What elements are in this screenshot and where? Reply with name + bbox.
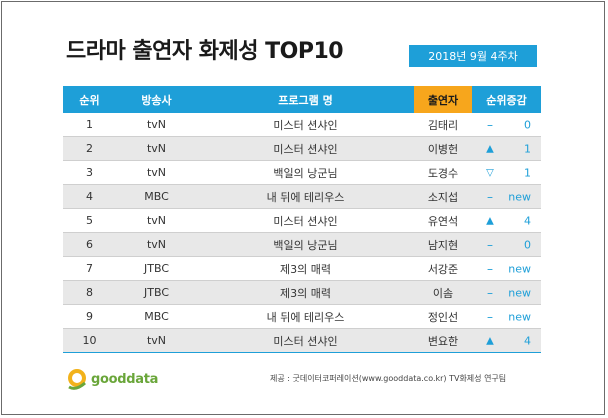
program-cell: 미스터 션샤인 bbox=[197, 208, 414, 233]
change-value: 0 bbox=[524, 238, 531, 251]
change-cell: – new bbox=[472, 280, 541, 305]
change-cell: ▲ 4 bbox=[472, 328, 541, 353]
rank-cell: 7 bbox=[63, 256, 116, 281]
actor-cell: 변요한 bbox=[414, 328, 472, 353]
table-row: 1 tvN 미스터 션샤인 김태리 –0 bbox=[63, 113, 541, 137]
channel-cell: JTBC bbox=[116, 280, 197, 305]
header-change: 순위증감 bbox=[472, 86, 541, 113]
table-row: 8 JTBC 제3의 매력 이솜 – new bbox=[63, 280, 541, 305]
actor-cell: 이솜 bbox=[414, 280, 472, 305]
change-value: new bbox=[508, 310, 531, 323]
channel-cell: MBC bbox=[116, 304, 197, 329]
change-value: 0 bbox=[524, 118, 531, 131]
channel-cell: tvN bbox=[116, 232, 197, 257]
channel-cell: tvN bbox=[116, 328, 197, 353]
change-mark: – bbox=[487, 309, 493, 324]
actor-cell: 소지섭 bbox=[414, 184, 472, 209]
program-cell: 내 뒤에 테리우스 bbox=[197, 304, 414, 329]
rank-cell: 8 bbox=[63, 280, 116, 305]
table-row: 10 tvN 미스터 션샤인 변요한 ▲ 4 bbox=[63, 328, 541, 353]
change-cell: –0 bbox=[472, 113, 541, 137]
channel-cell: MBC bbox=[116, 184, 197, 209]
change-value: new bbox=[508, 262, 531, 275]
actor-cell: 유연석 bbox=[414, 208, 472, 233]
header-rank: 순위 bbox=[63, 86, 116, 113]
table-row: 9 MBC 내 뒤에 테리우스 정인선 – new bbox=[63, 304, 541, 329]
change-value: 4 bbox=[524, 334, 531, 347]
rank-cell: 9 bbox=[63, 304, 116, 329]
change-mark: ▲ bbox=[486, 335, 494, 346]
program-cell: 내 뒤에 테리우스 bbox=[197, 184, 414, 209]
logo-text: gooddata bbox=[91, 371, 159, 387]
header-channel: 방송사 bbox=[116, 86, 197, 113]
table-row: 3 tvN 백일의 낭군님 도경수 ▽ 1 bbox=[63, 160, 541, 185]
actor-cell: 도경수 bbox=[414, 160, 472, 185]
actor-cell: 이병헌 bbox=[414, 136, 472, 161]
channel-cell: tvN bbox=[116, 160, 197, 185]
table-row: 7 JTBC 제3의 매력 서강준 – new bbox=[63, 256, 541, 281]
rank-cell: 1 bbox=[63, 113, 116, 137]
change-cell: ▲ 4 bbox=[472, 208, 541, 233]
program-cell: 백일의 낭군님 bbox=[197, 232, 414, 257]
program-cell: 미스터 션샤인 bbox=[197, 113, 414, 137]
actor-cell: 서강준 bbox=[414, 256, 472, 281]
change-value: new bbox=[508, 190, 531, 203]
program-cell: 미스터 션샤인 bbox=[197, 136, 414, 161]
table-row: 6 tvN 백일의 낭군님 남지현 –0 bbox=[63, 232, 541, 257]
header-actor: 출연자 bbox=[414, 86, 472, 113]
change-value: 1 bbox=[524, 166, 531, 179]
rank-cell: 2 bbox=[63, 136, 116, 161]
gooddata-logo: gooddata bbox=[66, 368, 158, 390]
table-header-row: 순위 방송사 프로그램 명 출연자 순위증감 bbox=[63, 86, 541, 113]
date-badge: 2018년 9월 4주차 bbox=[409, 45, 537, 67]
change-cell: – new bbox=[472, 304, 541, 329]
actor-cell: 김태리 bbox=[414, 113, 472, 137]
rank-cell: 10 bbox=[63, 328, 116, 353]
channel-cell: tvN bbox=[116, 136, 197, 161]
rank-cell: 4 bbox=[63, 184, 116, 209]
actor-cell: 남지현 bbox=[414, 232, 472, 257]
program-cell: 미스터 션샤인 bbox=[197, 328, 414, 353]
header-program: 프로그램 명 bbox=[197, 86, 414, 113]
change-cell: – new bbox=[472, 256, 541, 281]
channel-cell: tvN bbox=[116, 113, 197, 137]
change-cell: –0 bbox=[472, 232, 541, 257]
change-mark: ▲ bbox=[486, 143, 494, 154]
change-mark: ▽ bbox=[486, 167, 494, 178]
program-cell: 제3의 매력 bbox=[197, 280, 414, 305]
change-mark: – bbox=[487, 189, 493, 204]
change-mark: – bbox=[487, 261, 493, 276]
channel-cell: tvN bbox=[116, 208, 197, 233]
source-credit: 제공 : 굿데이터코퍼레이션(www.gooddata.co.kr) TV화제성… bbox=[270, 374, 507, 383]
change-cell: – new bbox=[472, 184, 541, 209]
change-mark: ▲ bbox=[486, 215, 494, 226]
program-cell: 백일의 낭군님 bbox=[197, 160, 414, 185]
change-mark: – bbox=[487, 117, 493, 132]
page-title: 드라마 출연자 화제성 TOP10 bbox=[66, 39, 344, 64]
table-row: 4 MBC 내 뒤에 테리우스 소지섭 – new bbox=[63, 184, 541, 209]
gooddata-logo-icon bbox=[66, 368, 88, 390]
rank-cell: 6 bbox=[63, 232, 116, 257]
program-cell: 제3의 매력 bbox=[197, 256, 414, 281]
rank-cell: 5 bbox=[63, 208, 116, 233]
change-mark: – bbox=[487, 237, 493, 252]
table-row: 5 tvN 미스터 션샤인 유연석 ▲ 4 bbox=[63, 208, 541, 233]
change-mark: – bbox=[487, 285, 493, 300]
table-row: 2 tvN 미스터 션샤인 이병헌 ▲ 1 bbox=[63, 136, 541, 161]
channel-cell: JTBC bbox=[116, 256, 197, 281]
actor-cell: 정인선 bbox=[414, 304, 472, 329]
ranking-table: 순위 방송사 프로그램 명 출연자 순위증감 1 tvN 미스터 션샤인 김태리… bbox=[63, 86, 541, 353]
change-value: 4 bbox=[524, 214, 531, 227]
rank-cell: 3 bbox=[63, 160, 116, 185]
change-cell: ▲ 1 bbox=[472, 136, 541, 161]
change-value: 1 bbox=[524, 142, 531, 155]
change-cell: ▽ 1 bbox=[472, 160, 541, 185]
change-value: new bbox=[508, 286, 531, 299]
